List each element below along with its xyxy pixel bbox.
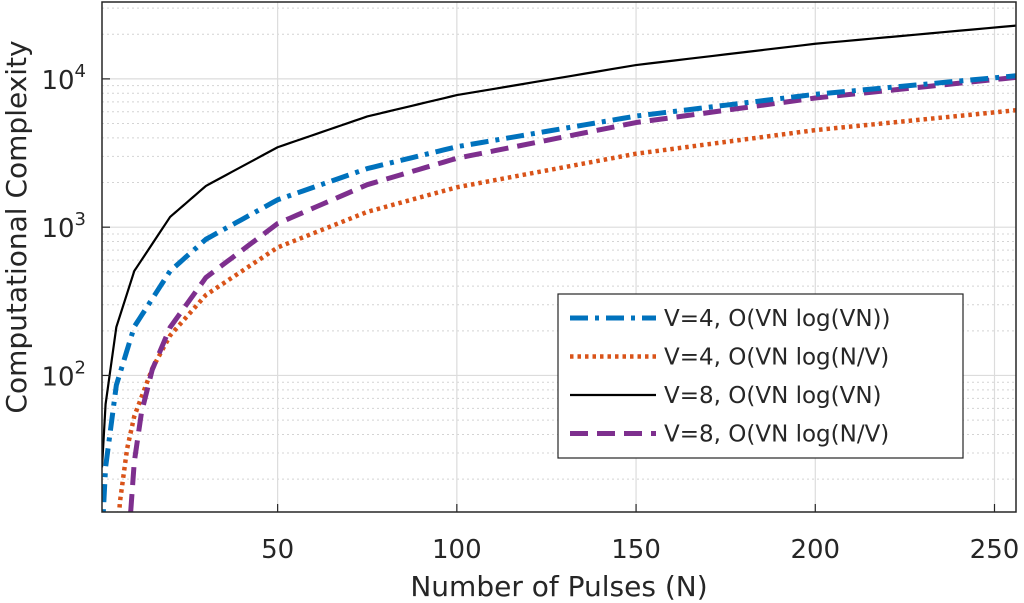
- y-axis-label: Computational Complexity: [0, 40, 33, 413]
- legend-entry-label: V=4, O(VN log(N/V): [664, 345, 889, 371]
- y-tick-label: 102: [41, 357, 86, 392]
- series-line: [102, 24, 1016, 468]
- plot-frame: [101, 1, 1017, 513]
- legend-entry-label: V=8, O(VN log(N/V): [664, 422, 889, 448]
- legend-entry-label: V=4, O(VN log(VN)): [664, 306, 891, 332]
- x-tick-label: 50: [261, 535, 294, 565]
- series-line: [116, 108, 1016, 512]
- series-line: [128, 74, 1016, 512]
- x-axis-label: Number of Pulses (N): [410, 570, 707, 603]
- x-tick-label: 100: [432, 535, 482, 565]
- axis-ticks: 50 100 150 200 250 102 103 104: [41, 61, 1019, 565]
- y-tick-label: 103: [41, 209, 86, 244]
- legend-box: [557, 293, 964, 459]
- x-tick-label: 200: [790, 535, 840, 565]
- x-tick-label: 250: [970, 535, 1020, 565]
- legend-entry-label: V=8, O(VN log(VN): [664, 383, 882, 409]
- data-series: [102, 24, 1016, 512]
- x-tick-label: 150: [611, 535, 661, 565]
- legend: V=4, O(VN log(VN)) V=4, O(VN log(N/V) V=8,…: [557, 293, 964, 459]
- series-line: [102, 73, 1016, 512]
- y-tick-label: 104: [41, 61, 86, 96]
